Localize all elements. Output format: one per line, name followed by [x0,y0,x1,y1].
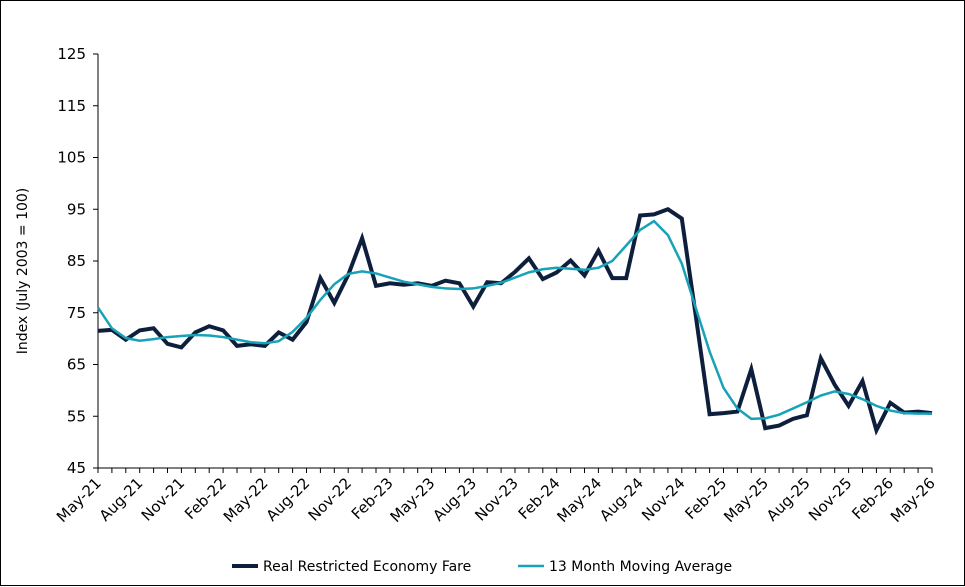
legend-label: 13 Month Moving Average [549,559,732,575]
x-axis: May-21Aug-21Nov-21Feb-22May-22Aug-22Nov-… [53,467,939,526]
x-tick-label: May-24 [553,474,605,526]
y-tick-label: 125 [57,45,86,63]
y-axis: 45 55 65 75 85 95 105 115 125 [57,45,99,477]
x-tick-label: Aug-23 [429,474,480,525]
x-tick-label: Nov-24 [638,474,688,524]
x-tick-label: Nov-25 [805,474,855,524]
series-line-real-fare [97,207,933,436]
legend: Real Restricted Economy Fare 13 Month Mov… [232,559,732,575]
x-tick-label: May-26 [887,474,939,526]
series-layer [96,207,933,436]
x-tick-label: Aug-25 [763,474,814,525]
x-tick-label: May-25 [720,474,772,526]
y-tick-label: 55 [67,407,86,425]
x-tick-label: May-23 [387,474,439,526]
x-tick-label: Nov-23 [471,474,521,524]
x-tick-label: May-21 [53,474,105,526]
x-tick-label: Nov-22 [305,474,355,524]
y-tick-label: 65 [67,356,86,374]
x-tick-label: May-22 [220,474,272,526]
x-tick-label: Aug-21 [96,474,147,525]
x-tick-label: Aug-22 [263,474,314,525]
y-tick-label: 95 [67,200,86,218]
y-tick-label: 45 [67,459,86,477]
x-tick-label: Aug-24 [596,474,647,525]
y-tick-label: 115 [57,97,86,115]
y-axis-title: Index (July 2003 = 100) [15,188,31,355]
y-tick-label: 105 [57,149,86,167]
legend-label: Real Restricted Economy Fare [263,559,471,575]
x-tick-label: Nov-21 [138,474,188,524]
y-tick-label: 85 [67,252,86,270]
y-tick-label: 75 [67,304,86,322]
series-line-moving-average [96,219,932,421]
